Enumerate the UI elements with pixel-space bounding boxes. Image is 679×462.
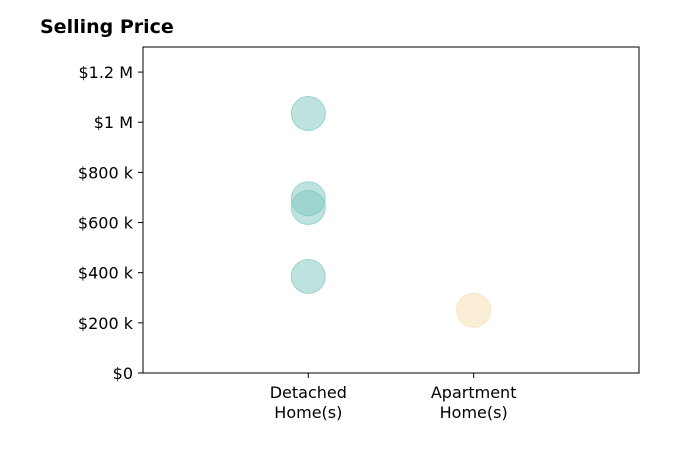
data-point — [290, 258, 326, 294]
data-point — [290, 189, 326, 225]
y-tick-label: $0 — [113, 364, 133, 383]
y-tick-label: $600 k — [78, 214, 134, 233]
x-tick-label: Apartment Home(s) — [431, 383, 517, 422]
data-point — [456, 292, 492, 328]
chart-title: Selling Price — [40, 16, 174, 38]
y-tick-label: $1 M — [94, 113, 133, 132]
plot-frame — [142, 46, 640, 374]
y-tick-label: $200 k — [78, 314, 134, 333]
y-tick-label: $400 k — [78, 264, 134, 283]
x-tick-label: Detached Home(s) — [270, 383, 347, 422]
y-tick-label: $1.2 M — [78, 63, 133, 82]
data-point — [290, 95, 326, 131]
y-tick-label: $800 k — [78, 163, 134, 182]
